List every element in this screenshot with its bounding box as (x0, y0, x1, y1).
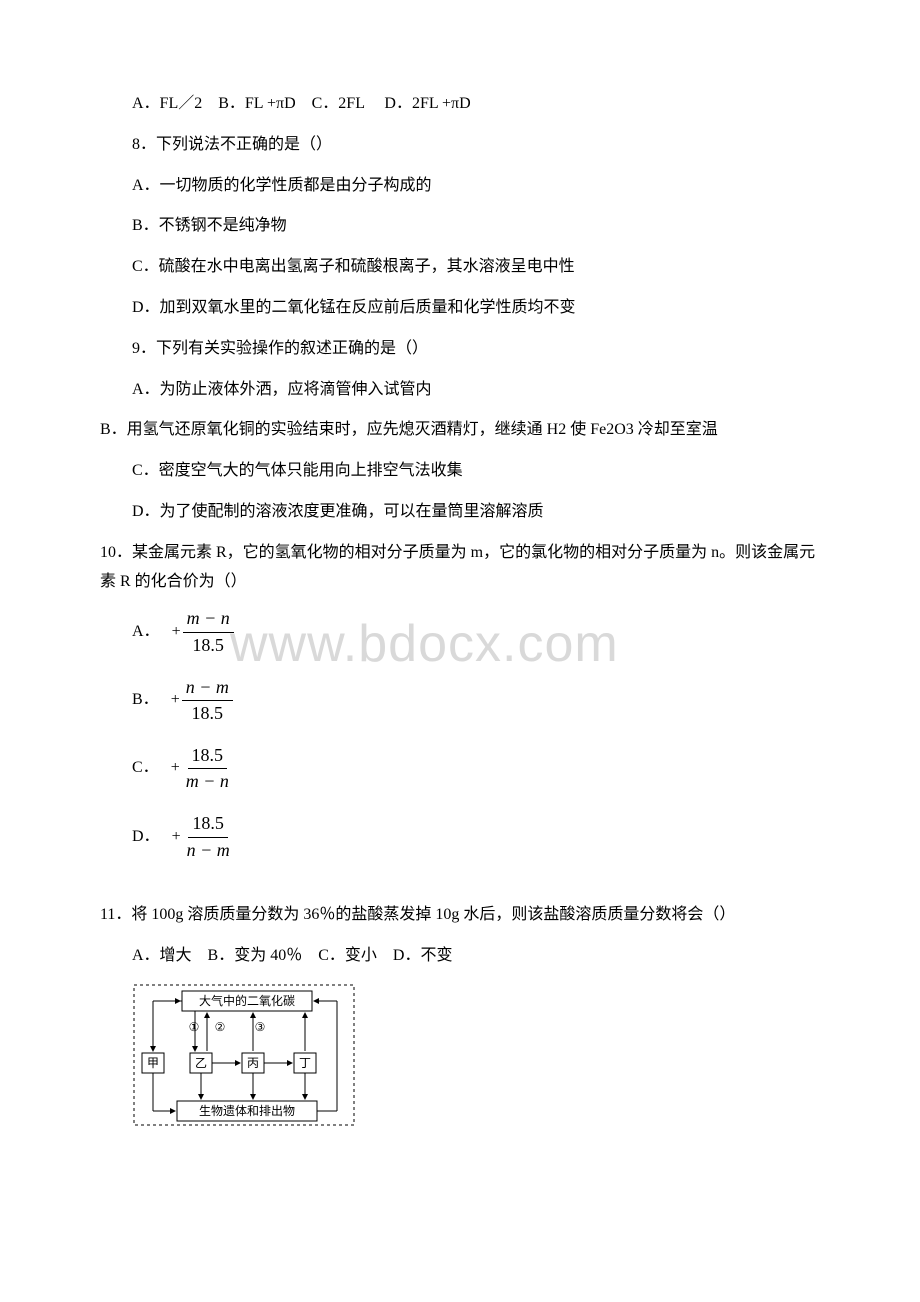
q8-option-a: A．一切物质的化学性质都是由分子构成的 (100, 172, 820, 201)
diagram-box-bing: 丙 (247, 1056, 259, 1070)
frac-d-den: n − m (183, 838, 234, 862)
frac-d-num: 18.5 (188, 813, 228, 838)
q10-option-c: C． + 18.5 m − n (132, 745, 820, 793)
diagram-top-label: 大气中的二氧化碳 (199, 993, 295, 1008)
q10-label-d: D． (132, 823, 160, 852)
q9-option-d: D．为了使配制的溶液浓度更准确，可以在量筒里溶解溶质 (100, 498, 820, 527)
frac-a-den: 18.5 (188, 633, 228, 657)
q7-options: A．FL／2 B．FL +πD C．2FL D．2FL +πD (100, 90, 820, 119)
q10-option-b: B． + n − m 18.5 (132, 677, 820, 725)
diagram-box-jia: 甲 (147, 1056, 159, 1070)
frac-b-den: 18.5 (188, 701, 228, 725)
fraction-c: 18.5 m − n (182, 745, 233, 793)
diagram-num-1: ① (189, 1020, 200, 1034)
q8-stem: 8．下列说法不正确的是（） (100, 131, 820, 160)
frac-c-num: 18.5 (188, 745, 228, 770)
carbon-cycle-diagram: 大气中的二氧化碳 生物遗体和排出物 甲 乙 丙 丁 ① ② ③ (132, 983, 820, 1144)
q9-option-b: B．用氢气还原氧化铜的实验结束时，应先熄灭酒精灯，继续通 H2 使 Fe2O3 … (100, 416, 820, 445)
q9-stem: 9．下列有关实验操作的叙述正确的是（） (100, 335, 820, 364)
q10-label-c: C． (132, 754, 159, 783)
plus-d: + (172, 823, 181, 852)
q9-option-a: A．为防止液体外洒，应将滴管伸入试管内 (100, 376, 820, 405)
plus-b: + (171, 686, 180, 715)
q10-label-b: B． (132, 686, 159, 715)
q11-options: A．增大 B．变为 40％ C．变小 D．不变 (100, 942, 820, 971)
fraction-a: m − n 18.5 (183, 608, 234, 656)
frac-a-num: m − n (183, 608, 234, 633)
frac-c-den: m − n (182, 769, 233, 793)
q10-option-a: A． + m − n 18.5 (132, 608, 820, 656)
q8-option-c: C．硫酸在水中电离出氢离子和硫酸根离子，其水溶液呈电中性 (100, 253, 820, 282)
q11-stem: 11．将 100g 溶质质量分数为 36％的盐酸蒸发掉 10g 水后，则该盐酸溶… (100, 901, 820, 930)
q9-option-c: C．密度空气大的气体只能用向上排空气法收集 (100, 457, 820, 486)
q10-stem: 10．某金属元素 R，它的氢氧化物的相对分子质量为 m，它的氯化物的相对分子质量… (100, 539, 820, 597)
diagram-bottom-label: 生物遗体和排出物 (199, 1104, 295, 1118)
q8-option-b: B．不锈钢不是纯净物 (100, 212, 820, 241)
fraction-d: 18.5 n − m (183, 813, 234, 861)
fraction-b: n − m 18.5 (182, 677, 233, 725)
frac-b-num: n − m (182, 677, 233, 702)
q10-label-a: A． (132, 618, 160, 647)
diagram-box-yi: 乙 (195, 1056, 207, 1070)
diagram-num-3: ③ (255, 1020, 266, 1034)
q10-option-d: D． + 18.5 n − m (132, 813, 820, 861)
plus-a: + (172, 618, 181, 647)
diagram-box-ding: 丁 (299, 1056, 311, 1070)
diagram-num-2: ② (215, 1020, 226, 1034)
plus-c: + (171, 754, 180, 783)
q8-option-d: D．加到双氧水里的二氧化锰在反应前后质量和化学性质均不变 (100, 294, 820, 323)
